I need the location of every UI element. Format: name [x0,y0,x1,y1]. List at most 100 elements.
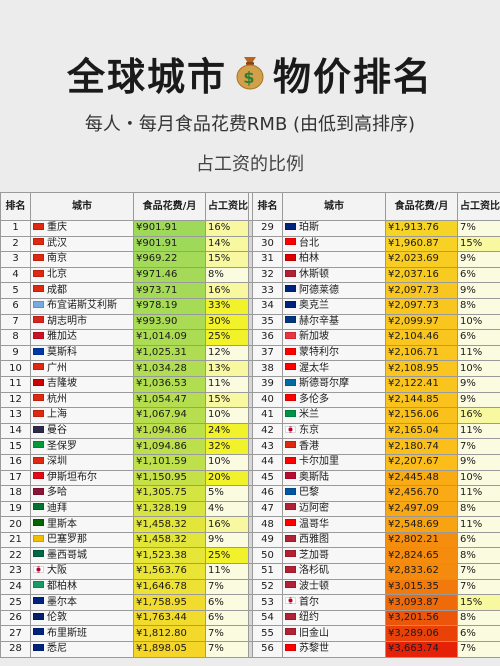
country-flag-icon [285,643,296,651]
wage-ratio-cell: 14% [205,235,249,253]
country-flag-icon [33,597,44,605]
food-cost-cell: ¥1,458.32 [133,516,206,533]
food-cost-cell: ¥1,328.19 [133,500,206,518]
food-cost-cell: ¥2,824.65 [385,547,458,565]
wage-ratio-cell: 9% [457,375,500,393]
rank-cell: 35 [252,313,283,331]
food-cost-cell: ¥971.46 [133,266,206,284]
city-name: 杭州 [47,393,67,405]
food-cost-cell: ¥2,104.46 [385,329,458,346]
rank-cell: 49 [252,531,283,549]
wage-ratio-cell: 7% [205,625,249,643]
wage-ratio-cell: 11% [457,344,500,362]
food-cost-cell: ¥978.19 [133,297,206,315]
page-subtitle: 每人・每月食品花费RMB (由低到高排序) [84,114,416,135]
country-flag-icon [285,565,296,573]
country-flag-icon [285,456,296,464]
country-flag-icon [285,425,296,433]
city-name: 温哥华 [299,518,329,530]
table-row: 27 布里斯班 ¥1,812.80 7% 55 旧金山 ¥3,289.06 6% [0,625,500,643]
rank-cell: 38 [252,360,283,377]
country-flag-icon [33,378,44,386]
wage-ratio-cell: 6% [457,266,500,284]
table-row: 23 大阪 ¥1,563.76 11% 51 洛杉矶 ¥2,833.62 7% [0,563,500,580]
country-flag-icon [33,612,44,620]
city-cell: 巴塞罗那 [30,531,134,549]
country-flag-icon [33,363,44,371]
city-cell: 巴黎 [282,485,386,502]
food-cost-cell: ¥2,180.74 [385,438,458,455]
col-city-left: 城市 [30,192,134,221]
table-row: 5 成都 ¥973.71 16% 33 阿德莱德 ¥2,097.73 9% [0,282,500,299]
table-row: 8 雅加达 ¥1,014.09 25% 36 新加坡 ¥2,104.46 6% [0,329,500,346]
food-cost-cell: ¥901.91 [133,220,206,237]
food-cost-cell: ¥1,812.80 [133,625,206,643]
rank-cell: 13 [0,407,31,424]
wage-ratio-cell: 9% [457,282,500,299]
city-cell: 墨尔本 [30,594,134,611]
city-name: 墨尔本 [47,596,77,608]
food-cost-cell: ¥2,156.06 [385,407,458,424]
country-flag-icon [285,612,296,620]
food-cost-cell: ¥1,025.31 [133,344,206,362]
city-cell: 伊斯坦布尔 [30,469,134,487]
city-cell: 奥克兰 [282,297,386,315]
col-pct-right: 占工资比例 [457,192,500,221]
city-name: 里斯本 [47,518,77,530]
table-row: 21 巴塞罗那 ¥1,458.32 9% 49 西雅图 ¥2,802.21 6% [0,531,500,549]
city-cell: 蒙特利尔 [282,344,386,362]
wage-ratio-cell: 15% [205,391,249,409]
wage-ratio-cell: 7% [205,641,249,658]
country-flag-icon [33,565,44,573]
country-flag-icon [33,472,44,480]
food-cost-cell: ¥2,833.62 [385,563,458,580]
table-row: 10 广州 ¥1,034.28 13% 38 渥太华 ¥2,108.95 10% [0,360,500,377]
rank-cell: 30 [252,235,283,253]
food-cost-cell: ¥973.71 [133,282,206,299]
rank-cell: 10 [0,360,31,377]
city-name: 深圳 [47,456,67,468]
food-cost-cell: ¥1,034.28 [133,360,206,377]
wage-ratio-cell: 7% [457,438,500,455]
rank-cell: 7 [0,313,31,331]
city-cell: 墨西哥城 [30,547,134,565]
table-row: 11 吉隆坡 ¥1,036.53 11% 39 斯德哥尔摩 ¥2,122.41 9% [0,375,500,393]
title-right: 物价排名 [273,55,434,99]
table-row: 22 墨西哥城 ¥1,523.38 25% 50 芝加哥 ¥2,824.65 8% [0,547,500,565]
country-flag-icon [285,238,296,246]
city-name: 赫尔辛基 [299,315,339,327]
food-cost-cell: ¥1,913.76 [385,220,458,237]
city-name: 伊斯坦布尔 [47,471,97,483]
food-cost-cell: ¥901.91 [133,235,206,253]
col-price-left: 食品花费/月 [133,192,206,221]
table-header-row: 排名 城市 食品花费/月 占工资比例 排名 城市 食品花费/月 占工资比例 [0,192,500,221]
wage-ratio-cell: 15% [457,594,500,611]
food-cost-cell: ¥1,036.53 [133,375,206,393]
city-cell: 纽约 [282,609,386,627]
wage-ratio-cell: 10% [457,469,500,487]
wage-ratio-cell: 8% [457,500,500,518]
wage-ratio-cell: 10% [205,453,249,471]
rank-cell: 37 [252,344,283,362]
country-flag-icon [285,503,296,511]
rank-cell: 45 [252,469,283,487]
rank-cell: 4 [0,266,31,284]
rank-cell: 25 [0,594,31,611]
city-cell: 波士顿 [282,578,386,596]
food-cost-cell: ¥1,458.32 [133,531,206,549]
city-cell: 广州 [30,360,134,377]
city-name: 米兰 [299,409,319,421]
country-flag-icon [285,316,296,324]
city-cell: 吉隆坡 [30,375,134,393]
city-name: 波士顿 [299,580,329,592]
table-row: 4 北京 ¥971.46 8% 32 休斯顿 ¥2,037.16 6% [0,266,500,284]
food-cost-cell: ¥3,663.74 [385,641,458,658]
wage-ratio-cell: 10% [205,407,249,424]
city-cell: 北京 [30,266,134,284]
country-flag-icon [285,597,296,605]
city-cell: 莫斯科 [30,344,134,362]
city-name: 新加坡 [299,331,329,343]
rank-cell: 47 [252,500,283,518]
rank-cell: 52 [252,578,283,596]
food-cost-cell: ¥2,497.09 [385,500,458,518]
